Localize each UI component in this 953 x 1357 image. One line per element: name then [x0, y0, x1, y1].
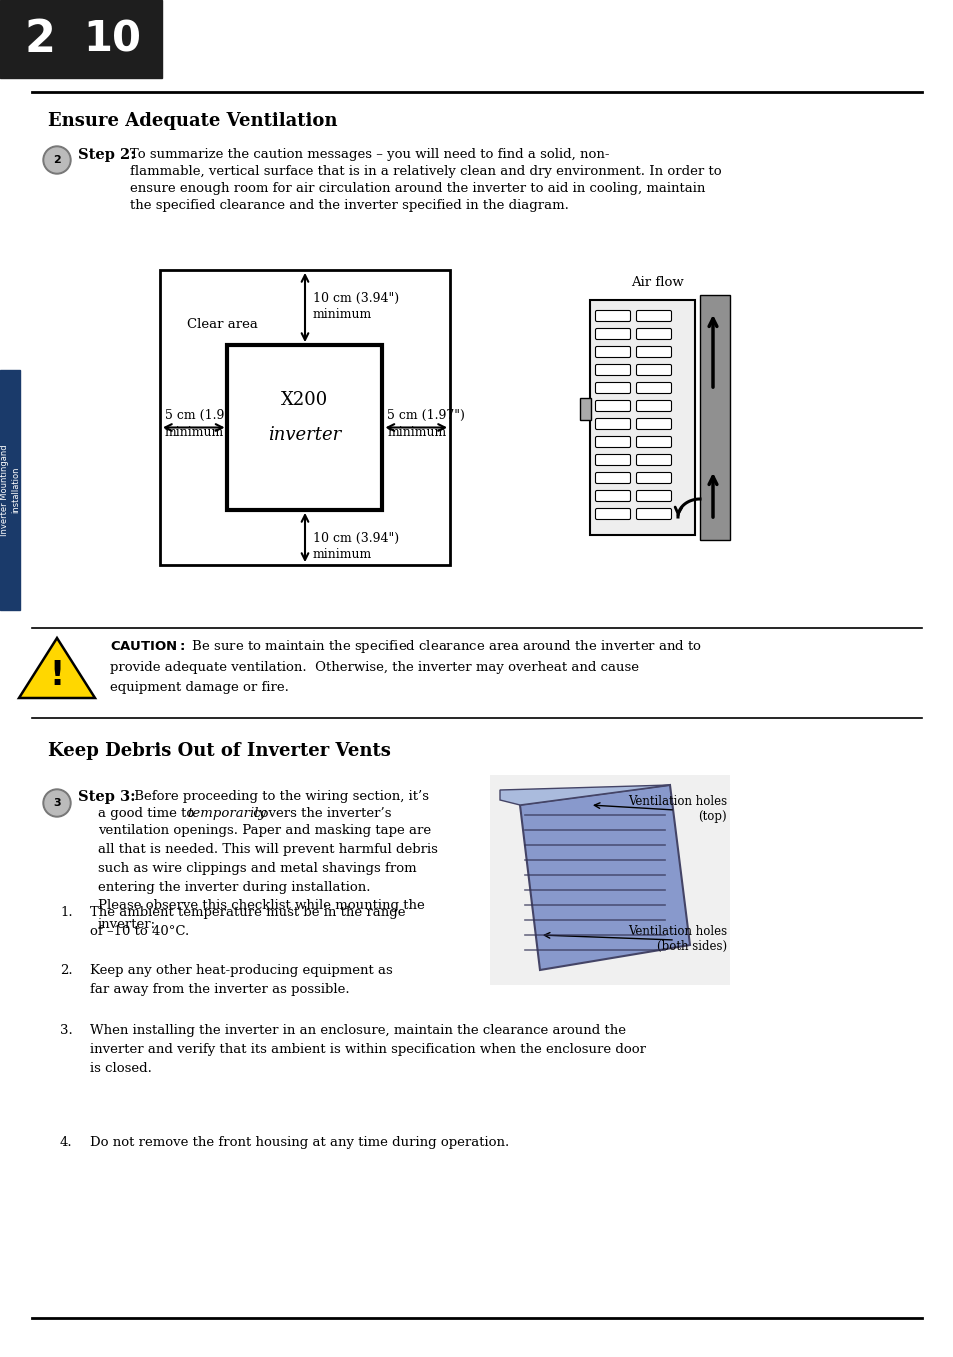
Bar: [590, 301, 693, 535]
FancyBboxPatch shape: [595, 365, 630, 376]
Text: Clear area: Clear area: [187, 319, 257, 331]
FancyBboxPatch shape: [636, 328, 671, 339]
Text: X200: X200: [281, 391, 328, 408]
Text: Please observe this checklist while mounting the
inverter:: Please observe this checklist while moun…: [98, 898, 424, 931]
Text: 10: 10: [83, 18, 141, 60]
Text: Ventilation holes
(both sides): Ventilation holes (both sides): [627, 925, 726, 953]
Polygon shape: [519, 784, 689, 970]
Circle shape: [43, 788, 71, 817]
FancyBboxPatch shape: [636, 383, 671, 394]
Text: 2.: 2.: [60, 963, 72, 977]
Text: Inverter Mountingand
installation: Inverter Mountingand installation: [0, 444, 20, 536]
Bar: [0, 370, 20, 611]
Polygon shape: [499, 784, 669, 805]
Text: ensure enough room for air circulation around the inverter to aid in cooling, ma: ensure enough room for air circulation a…: [130, 182, 704, 195]
Circle shape: [43, 147, 71, 174]
FancyBboxPatch shape: [595, 455, 630, 465]
Text: temporarily: temporarily: [187, 807, 266, 820]
Text: minimum: minimum: [165, 426, 224, 440]
Text: Step 2:: Step 2:: [78, 148, 135, 161]
Text: flammable, vertical surface that is in a relatively clean and dry environment. I: flammable, vertical surface that is in a…: [130, 166, 720, 178]
Bar: [589, 300, 695, 535]
Text: minimum: minimum: [387, 426, 446, 440]
FancyBboxPatch shape: [636, 365, 671, 376]
Text: Keep Debris Out of Inverter Vents: Keep Debris Out of Inverter Vents: [48, 742, 391, 760]
Text: Keep any other heat-producing equipment as
far away from the inverter as possibl: Keep any other heat-producing equipment …: [90, 963, 393, 996]
Text: Before proceeding to the wiring section, it’s: Before proceeding to the wiring section,…: [130, 790, 429, 803]
Text: Ensure Adequate Ventilation: Ensure Adequate Ventilation: [48, 113, 337, 130]
Bar: [160, 270, 450, 565]
Text: 10 cm (3.94"): 10 cm (3.94"): [313, 292, 398, 304]
FancyBboxPatch shape: [595, 509, 630, 520]
Text: minimum: minimum: [313, 308, 372, 322]
Circle shape: [45, 791, 69, 816]
Text: 10 cm (3.94"): 10 cm (3.94"): [313, 532, 398, 544]
Text: The ambient temperature must be in the range
of –10 to 40°C.: The ambient temperature must be in the r…: [90, 906, 405, 938]
Text: !: !: [50, 658, 65, 692]
Text: Air flow: Air flow: [631, 275, 683, 289]
Text: When installing the inverter in an enclosure, maintain the clearance around the
: When installing the inverter in an enclo…: [90, 1025, 645, 1075]
FancyBboxPatch shape: [595, 418, 630, 430]
FancyBboxPatch shape: [636, 418, 671, 430]
FancyBboxPatch shape: [636, 400, 671, 411]
Text: ventilation openings. Paper and masking tape are
all that is needed. This will p: ventilation openings. Paper and masking …: [98, 824, 437, 894]
FancyBboxPatch shape: [636, 455, 671, 465]
Text: the specified clearance and the inverter specified in the diagram.: the specified clearance and the inverter…: [130, 199, 568, 212]
FancyBboxPatch shape: [595, 328, 630, 339]
Text: a good time to: a good time to: [98, 807, 198, 820]
Text: inverter: inverter: [268, 426, 341, 444]
Text: 1.: 1.: [60, 906, 72, 919]
Text: 3.: 3.: [60, 1025, 72, 1037]
FancyBboxPatch shape: [595, 472, 630, 483]
Text: 5 cm (1.97"): 5 cm (1.97"): [165, 408, 243, 422]
FancyBboxPatch shape: [595, 437, 630, 448]
FancyBboxPatch shape: [595, 311, 630, 322]
Text: Do not remove the front housing at any time during operation.: Do not remove the front housing at any t…: [90, 1136, 509, 1149]
FancyBboxPatch shape: [636, 437, 671, 448]
Bar: [700, 294, 729, 540]
Text: Step 3:: Step 3:: [78, 790, 135, 803]
Text: minimum: minimum: [313, 548, 372, 562]
Text: 4.: 4.: [60, 1136, 72, 1149]
FancyBboxPatch shape: [636, 509, 671, 520]
FancyBboxPatch shape: [636, 346, 671, 357]
Bar: [579, 398, 590, 421]
FancyBboxPatch shape: [636, 311, 671, 322]
FancyBboxPatch shape: [595, 400, 630, 411]
FancyBboxPatch shape: [595, 383, 630, 394]
Text: 2: 2: [25, 18, 55, 61]
Circle shape: [45, 148, 69, 172]
Text: covers the inverter’s: covers the inverter’s: [249, 807, 391, 820]
FancyBboxPatch shape: [595, 490, 630, 502]
FancyBboxPatch shape: [636, 472, 671, 483]
Text: To summarize the caution messages – you will need to find a solid, non-: To summarize the caution messages – you …: [130, 148, 609, 161]
Polygon shape: [19, 638, 95, 697]
Bar: [0, 0, 162, 77]
FancyBboxPatch shape: [595, 346, 630, 357]
FancyBboxPatch shape: [636, 490, 671, 502]
Text: Ventilation holes
(top): Ventilation holes (top): [627, 795, 726, 822]
Bar: [490, 775, 729, 985]
Text: 3: 3: [53, 798, 61, 807]
Text: 2: 2: [53, 155, 61, 166]
Bar: [227, 345, 382, 510]
Text: $\bf{CAUTION:}$ Be sure to maintain the specified clearance area around the inve: $\bf{CAUTION:}$ Be sure to maintain the …: [110, 638, 701, 693]
Text: 5 cm (1.97"): 5 cm (1.97"): [387, 408, 465, 422]
